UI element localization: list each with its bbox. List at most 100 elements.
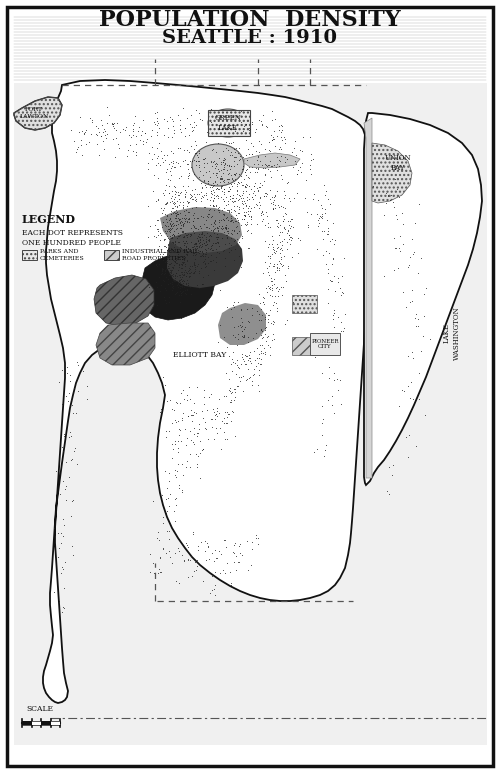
Point — [383, 485, 391, 498]
Point — [69, 549, 77, 561]
Point — [262, 187, 270, 199]
Point — [324, 267, 332, 279]
Point — [166, 243, 174, 256]
Point — [170, 155, 177, 167]
Point — [166, 165, 174, 178]
Point — [230, 555, 238, 567]
Point — [273, 164, 281, 176]
Point — [270, 193, 278, 206]
Point — [256, 314, 264, 326]
Point — [258, 314, 266, 326]
Point — [160, 148, 168, 161]
Point — [259, 162, 267, 174]
Point — [198, 231, 206, 243]
Point — [387, 189, 395, 202]
Point — [160, 189, 168, 202]
Point — [94, 129, 102, 141]
Point — [172, 223, 180, 235]
Point — [276, 247, 284, 259]
Point — [254, 181, 262, 193]
Point — [260, 298, 268, 311]
Point — [288, 296, 296, 308]
Point — [266, 272, 274, 284]
Point — [237, 104, 245, 117]
Point — [169, 243, 177, 256]
Point — [171, 185, 179, 197]
Point — [270, 246, 278, 258]
Point — [258, 345, 266, 357]
Point — [164, 525, 172, 537]
Point — [231, 386, 239, 398]
Point — [78, 139, 86, 152]
Point — [78, 148, 86, 161]
Point — [230, 383, 238, 395]
Point — [196, 209, 204, 222]
Point — [202, 189, 209, 201]
Point — [190, 154, 198, 166]
Point — [230, 546, 237, 558]
Point — [276, 281, 284, 294]
Point — [190, 189, 198, 201]
Point — [210, 192, 218, 204]
Point — [82, 125, 90, 138]
Point — [330, 306, 338, 318]
Point — [70, 382, 78, 394]
Point — [330, 367, 338, 380]
Point — [198, 261, 205, 274]
Point — [330, 407, 338, 419]
Point — [242, 148, 250, 161]
Point — [236, 312, 244, 324]
Point — [287, 213, 295, 225]
Point — [192, 247, 200, 260]
Point — [238, 303, 246, 315]
Point — [194, 151, 202, 163]
Point — [266, 184, 274, 196]
Point — [253, 342, 261, 355]
Point — [336, 315, 344, 328]
Point — [153, 213, 161, 226]
Point — [414, 313, 422, 325]
Point — [198, 114, 206, 126]
Point — [306, 159, 314, 172]
Point — [242, 181, 250, 193]
Point — [168, 185, 176, 197]
Point — [238, 329, 246, 342]
Point — [270, 196, 278, 209]
Point — [172, 396, 180, 408]
Point — [234, 296, 241, 308]
Point — [260, 189, 268, 202]
Point — [162, 425, 170, 438]
Point — [167, 162, 175, 175]
Point — [156, 247, 164, 260]
Point — [202, 136, 209, 148]
Point — [50, 585, 58, 598]
Point — [194, 234, 202, 247]
Point — [206, 230, 214, 242]
Point — [216, 176, 224, 189]
Point — [197, 536, 205, 548]
Point — [264, 309, 272, 322]
Point — [170, 196, 177, 208]
Point — [230, 539, 237, 551]
Point — [140, 127, 148, 139]
Point — [175, 213, 183, 226]
Point — [236, 142, 244, 155]
Point — [226, 206, 234, 218]
Point — [158, 264, 166, 276]
Point — [248, 302, 256, 315]
Point — [214, 182, 222, 194]
Point — [168, 265, 175, 278]
Point — [275, 255, 283, 267]
Point — [174, 246, 182, 258]
Point — [224, 246, 232, 258]
Point — [59, 601, 67, 614]
Point — [214, 204, 222, 216]
Point — [109, 133, 117, 145]
Point — [241, 180, 249, 192]
Point — [230, 160, 238, 172]
Point — [170, 274, 178, 287]
Point — [113, 117, 121, 130]
Point — [111, 151, 119, 163]
Point — [240, 209, 248, 221]
Point — [50, 522, 58, 534]
